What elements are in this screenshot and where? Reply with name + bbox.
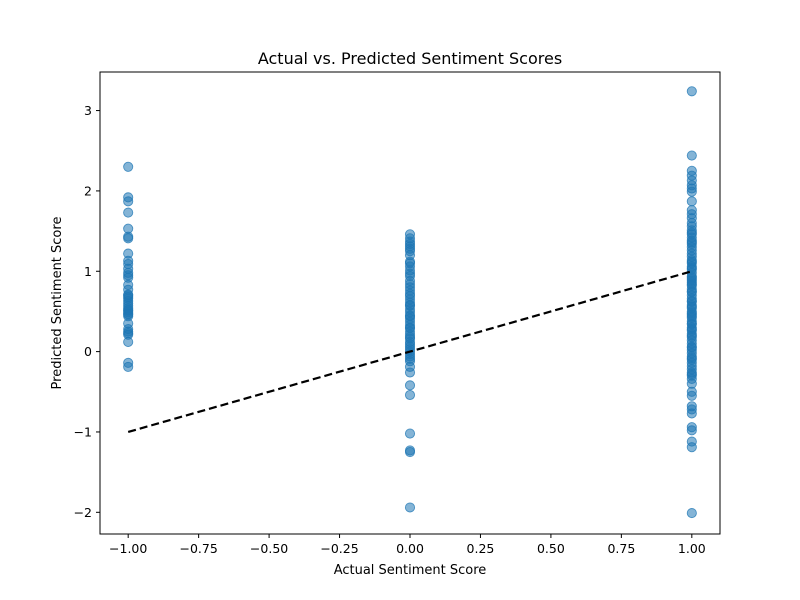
data-point: [686, 425, 697, 436]
x-tick-label: −0.75: [179, 541, 217, 556]
data-point: [686, 408, 697, 419]
reference-line: [127, 270, 693, 434]
data-point: [686, 86, 697, 97]
data-point: [123, 361, 134, 372]
data-point: [686, 150, 697, 161]
reference-line-layer: [127, 270, 693, 434]
data-point: [686, 196, 697, 207]
data-point: [123, 161, 134, 172]
data-point: [686, 324, 697, 335]
data-point: [123, 336, 134, 348]
data-point: [123, 308, 134, 319]
data-point: [686, 390, 697, 401]
data-point: [404, 311, 416, 322]
data-point: [404, 380, 416, 391]
points-layer: [123, 86, 697, 519]
data-point: [404, 389, 416, 401]
x-ticks: −1.00 −0.75 −0.50 −0.25 0.00 0.25 0.50 0.75 1.00: [109, 534, 706, 556]
data-point: [404, 367, 416, 378]
x-tick-label: 0.75: [607, 541, 635, 556]
data-point: [686, 186, 697, 197]
data-point: [686, 352, 697, 364]
x-tick-label: −0.50: [250, 541, 288, 556]
data-point: [123, 196, 134, 207]
data-point: [686, 442, 697, 453]
data-point: [686, 237, 697, 248]
x-tick-label: 0.00: [396, 541, 424, 556]
x-tick-label: 0.50: [537, 541, 565, 556]
data-point: [123, 233, 134, 244]
y-tick-label: −1: [74, 424, 92, 439]
x-tick-label: −1.00: [109, 541, 147, 556]
data-point: [686, 311, 697, 322]
data-point: [686, 301, 697, 312]
data-point: [404, 428, 416, 439]
data-point: [123, 289, 134, 300]
data-point: [686, 342, 697, 353]
data-point: [404, 446, 416, 458]
data-point: [404, 322, 416, 333]
x-tick-label: −0.25: [320, 541, 358, 556]
x-axis-label: Actual Sentiment Score: [334, 563, 487, 578]
data-point: [686, 369, 697, 380]
y-axis-label: Predicted Sentiment Score: [50, 217, 65, 390]
data-point: [404, 299, 416, 311]
data-point: [686, 508, 697, 519]
data-point: [686, 262, 697, 274]
y-tick-label: −2: [74, 505, 92, 520]
x-tick-label: 1.00: [678, 541, 706, 556]
y-ticks: −2 −1 0 1 2 3: [74, 103, 100, 520]
data-point: [123, 207, 134, 218]
y-tick-label: 2: [84, 183, 92, 198]
y-tick-label: 1: [84, 264, 92, 279]
chart-title: Actual vs. Predicted Sentiment Scores: [258, 49, 562, 68]
data-point: [404, 502, 416, 513]
x-tick-label: 0.25: [467, 541, 495, 556]
data-point: [404, 332, 416, 343]
y-tick-label: 0: [84, 344, 92, 359]
data-point: [686, 227, 697, 238]
data-point: [686, 275, 697, 286]
y-tick-label: 3: [84, 103, 92, 118]
